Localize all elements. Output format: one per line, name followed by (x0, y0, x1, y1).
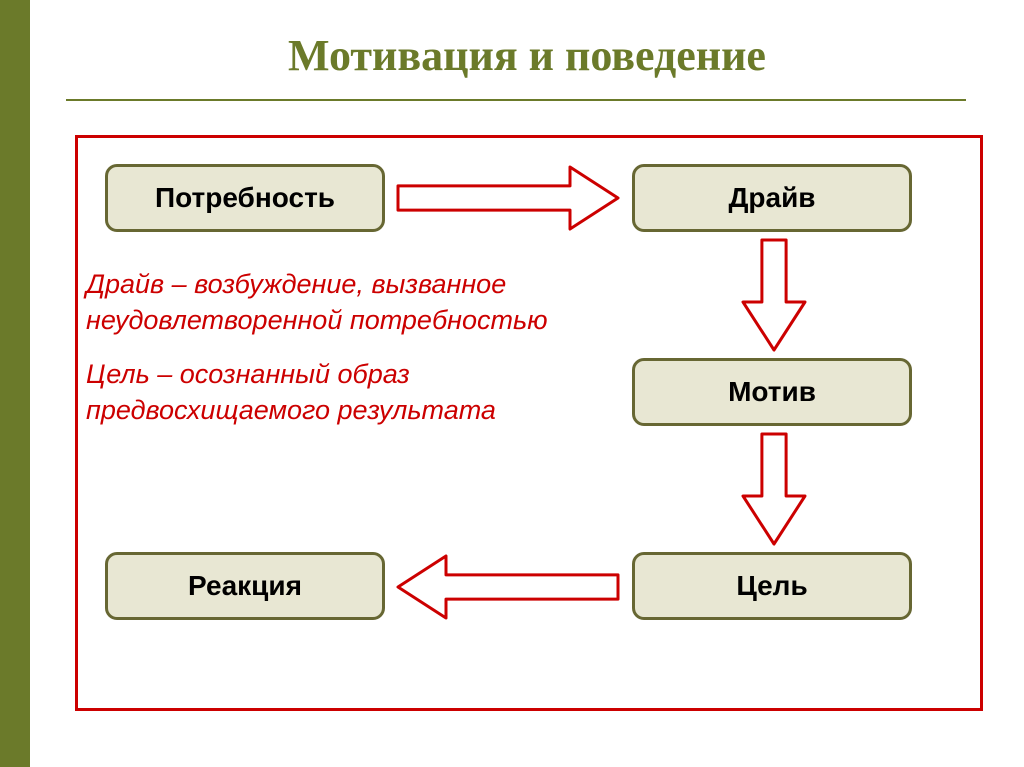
definition-goal: Цель – осознанный образ предвосхищаемого… (86, 356, 606, 429)
definition-drive: Драйв – возбуждение, вызванное неудовлет… (86, 266, 606, 339)
